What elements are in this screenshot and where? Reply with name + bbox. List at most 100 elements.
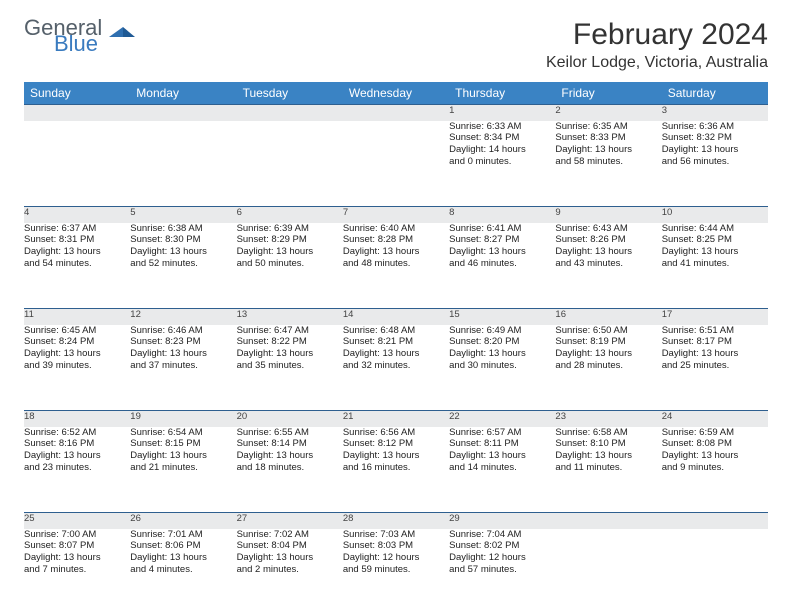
header: General Blue February 2024 Keilor Lodge,… [24, 18, 768, 72]
day-ss: Sunset: 8:29 PM [237, 234, 343, 246]
day-sr: Sunrise: 6:37 AM [24, 223, 130, 235]
day-detail-row: Sunrise: 6:33 AMSunset: 8:34 PMDaylight:… [24, 121, 768, 207]
day-detail-cell: Sunrise: 7:00 AMSunset: 8:07 PMDaylight:… [24, 529, 130, 615]
day-detail-cell: Sunrise: 6:47 AMSunset: 8:22 PMDaylight:… [237, 325, 343, 411]
day-detail-cell: Sunrise: 6:54 AMSunset: 8:15 PMDaylight:… [130, 427, 236, 513]
day-ss: Sunset: 8:08 PM [662, 438, 768, 450]
day-ss: Sunset: 8:11 PM [449, 438, 555, 450]
day-number: 8 [449, 207, 454, 218]
location: Keilor Lodge, Victoria, Australia [546, 54, 768, 72]
day-sr: Sunrise: 6:45 AM [24, 325, 130, 337]
day-number-cell: 12 [130, 309, 236, 325]
day-d1: Daylight: 13 hours [555, 450, 661, 462]
day-d2: and 28 minutes. [555, 360, 661, 372]
day-detail-cell: Sunrise: 6:49 AMSunset: 8:20 PMDaylight:… [449, 325, 555, 411]
day-d2: and 35 minutes. [237, 360, 343, 372]
day-sr: Sunrise: 6:38 AM [130, 223, 236, 235]
day-number-cell: 23 [555, 411, 661, 427]
day-d2: and 4 minutes. [130, 564, 236, 576]
day-ss: Sunset: 8:21 PM [343, 336, 449, 348]
day-sr: Sunrise: 7:02 AM [237, 529, 343, 541]
day-d2: and 57 minutes. [449, 564, 555, 576]
day-number: 1 [449, 105, 454, 116]
day-d1: Daylight: 13 hours [449, 348, 555, 360]
day-number: 3 [662, 105, 667, 116]
day-detail-cell: Sunrise: 7:02 AMSunset: 8:04 PMDaylight:… [237, 529, 343, 615]
day-sr: Sunrise: 6:59 AM [662, 427, 768, 439]
day-number: 16 [555, 309, 566, 320]
day-d2: and 9 minutes. [662, 462, 768, 474]
day-detail-cell: Sunrise: 6:39 AMSunset: 8:29 PMDaylight:… [237, 223, 343, 309]
day-number: 13 [237, 309, 248, 320]
day-d1: Daylight: 13 hours [24, 348, 130, 360]
day-d1: Daylight: 13 hours [343, 348, 449, 360]
day-detail-cell: Sunrise: 7:01 AMSunset: 8:06 PMDaylight:… [130, 529, 236, 615]
day-d2: and 23 minutes. [24, 462, 130, 474]
day-ss: Sunset: 8:27 PM [449, 234, 555, 246]
day-number-cell: 7 [343, 207, 449, 223]
day-detail-cell: Sunrise: 6:45 AMSunset: 8:24 PMDaylight:… [24, 325, 130, 411]
day-number-cell: 10 [662, 207, 768, 223]
day-sr: Sunrise: 6:35 AM [555, 121, 661, 133]
title-block: February 2024 Keilor Lodge, Victoria, Au… [546, 18, 768, 72]
day-d2: and 41 minutes. [662, 258, 768, 270]
day-ss: Sunset: 8:10 PM [555, 438, 661, 450]
day-ss: Sunset: 8:20 PM [449, 336, 555, 348]
day-d1: Daylight: 13 hours [662, 246, 768, 258]
day-detail-row: Sunrise: 6:52 AMSunset: 8:16 PMDaylight:… [24, 427, 768, 513]
day-ss: Sunset: 8:07 PM [24, 540, 130, 552]
day-number-cell: 3 [662, 105, 768, 121]
day-ss: Sunset: 8:04 PM [237, 540, 343, 552]
day-detail-cell: Sunrise: 6:52 AMSunset: 8:16 PMDaylight:… [24, 427, 130, 513]
day-detail-cell: Sunrise: 6:57 AMSunset: 8:11 PMDaylight:… [449, 427, 555, 513]
day-detail-cell: Sunrise: 6:58 AMSunset: 8:10 PMDaylight:… [555, 427, 661, 513]
day-d1: Daylight: 13 hours [449, 450, 555, 462]
day-sr: Sunrise: 6:50 AM [555, 325, 661, 337]
day-d1: Daylight: 12 hours [343, 552, 449, 564]
day-sr: Sunrise: 7:01 AM [130, 529, 236, 541]
day-number: 12 [130, 309, 141, 320]
day-number-cell: 11 [24, 309, 130, 325]
day-sr: Sunrise: 7:03 AM [343, 529, 449, 541]
day-number-cell: 22 [449, 411, 555, 427]
day-number-cell: 13 [237, 309, 343, 325]
day-number-row: 18192021222324 [24, 411, 768, 427]
day-number: 9 [555, 207, 560, 218]
day-detail-cell: Sunrise: 6:40 AMSunset: 8:28 PMDaylight:… [343, 223, 449, 309]
day-d2: and 0 minutes. [449, 156, 555, 168]
day-d2: and 54 minutes. [24, 258, 130, 270]
day-d1: Daylight: 13 hours [24, 450, 130, 462]
day-number: 26 [130, 513, 141, 524]
logo: General Blue [24, 18, 135, 55]
day-number: 19 [130, 411, 141, 422]
day-detail-cell [237, 121, 343, 207]
day-sr: Sunrise: 6:52 AM [24, 427, 130, 439]
day-sr: Sunrise: 6:51 AM [662, 325, 768, 337]
day-detail-cell [343, 121, 449, 207]
day-detail-row: Sunrise: 6:37 AMSunset: 8:31 PMDaylight:… [24, 223, 768, 309]
day-number: 23 [555, 411, 566, 422]
day-number: 5 [130, 207, 135, 218]
day-number-cell: 25 [24, 513, 130, 529]
day-d2: and 46 minutes. [449, 258, 555, 270]
day-d2: and 39 minutes. [24, 360, 130, 372]
day-number: 7 [343, 207, 348, 218]
day-sr: Sunrise: 6:54 AM [130, 427, 236, 439]
day-number-cell: 5 [130, 207, 236, 223]
day-number: 25 [24, 513, 35, 524]
day-ss: Sunset: 8:30 PM [130, 234, 236, 246]
day-number-cell: 21 [343, 411, 449, 427]
day-number: 10 [662, 207, 673, 218]
day-detail-cell: Sunrise: 6:33 AMSunset: 8:34 PMDaylight:… [449, 121, 555, 207]
day-number-cell: 19 [130, 411, 236, 427]
weekday-header-row: Sunday Monday Tuesday Wednesday Thursday… [24, 82, 768, 105]
day-d2: and 32 minutes. [343, 360, 449, 372]
day-sr: Sunrise: 6:39 AM [237, 223, 343, 235]
day-detail-cell: Sunrise: 6:50 AMSunset: 8:19 PMDaylight:… [555, 325, 661, 411]
day-number-cell: 28 [343, 513, 449, 529]
day-detail-cell: Sunrise: 6:36 AMSunset: 8:32 PMDaylight:… [662, 121, 768, 207]
day-number-cell [343, 105, 449, 121]
day-detail-cell [555, 529, 661, 615]
weekday-header: Friday [555, 82, 661, 105]
day-d2: and 59 minutes. [343, 564, 449, 576]
